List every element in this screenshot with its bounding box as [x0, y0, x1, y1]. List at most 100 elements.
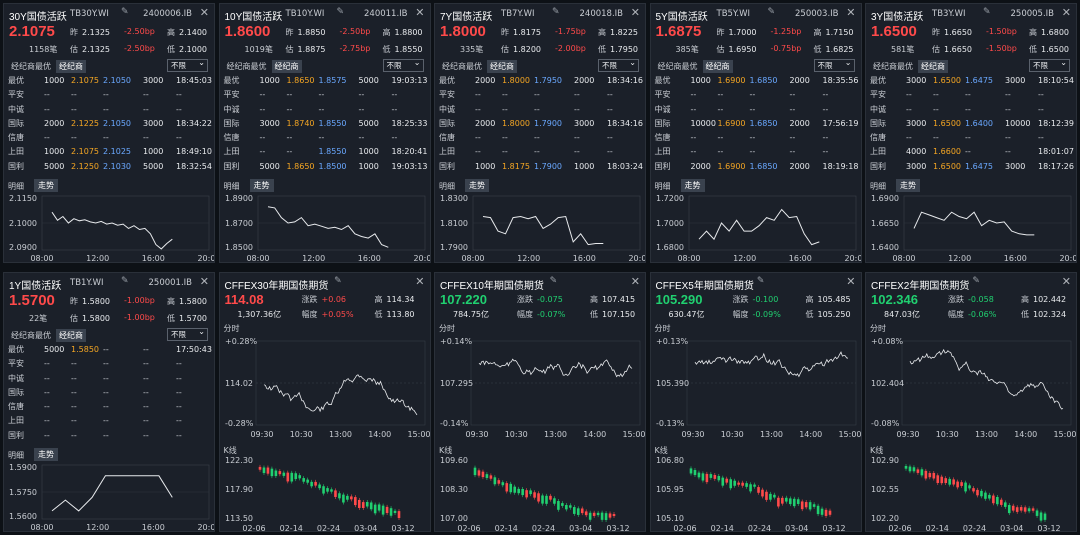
- filter-select[interactable]: 不限: [1029, 57, 1070, 72]
- table-row[interactable]: 最优 5000 1.5850 -- -- 17:50:43: [8, 343, 212, 357]
- table-row[interactable]: 国际 3000 1.8740 1.8550 5000 18:25:33: [224, 117, 428, 131]
- table-row[interactable]: 中诚 -- -- -- -- --: [224, 103, 428, 117]
- table-row[interactable]: 平安 -- -- -- -- --: [224, 88, 428, 102]
- table-row[interactable]: 最优 1000 1.8650 1.8575 5000 19:03:13: [224, 74, 428, 88]
- table-row[interactable]: 国利 3000 1.6500 1.6475 3000 18:17:26: [870, 160, 1074, 174]
- table-row[interactable]: 国际 10000 1.6900 1.6850 2000 17:56:19: [655, 117, 859, 131]
- tab-broker[interactable]: 经纪商: [487, 60, 517, 73]
- table-row[interactable]: 最优 2000 1.8000 1.7950 2000 18:34:16: [439, 74, 643, 88]
- tab-best[interactable]: 经纪商最优: [873, 62, 913, 71]
- table-row[interactable]: 平安 -- -- -- -- --: [870, 88, 1074, 102]
- table-row[interactable]: 上田 4000 1.6600 -- -- 18:01:07: [870, 145, 1074, 159]
- trend-tab[interactable]: 走势: [896, 179, 920, 192]
- price-line: [51, 211, 173, 250]
- table-row[interactable]: 国际 2000 2.1225 2.1050 3000 18:34:22: [8, 117, 212, 131]
- tab-best[interactable]: 经纪商最优: [11, 331, 51, 340]
- trend-tab[interactable]: 走势: [34, 448, 58, 461]
- tab-best[interactable]: 经纪商最优: [11, 62, 51, 71]
- table-row[interactable]: 中诚 -- -- -- -- --: [655, 103, 859, 117]
- candle-body: [293, 473, 297, 480]
- trend-tab[interactable]: 走势: [465, 179, 489, 192]
- close-icon[interactable]: ✕: [1061, 275, 1071, 288]
- edit-icon[interactable]: ✎: [121, 7, 129, 17]
- table-row[interactable]: 平安 -- -- -- -- --: [8, 357, 212, 371]
- table-row[interactable]: 国际 3000 1.6500 1.6400 10000 18:12:39: [870, 117, 1074, 131]
- table-row[interactable]: 最优 3000 1.6500 1.6475 3000 18:10:54: [870, 74, 1074, 88]
- table-row[interactable]: 上田 -- -- -- -- --: [8, 414, 212, 428]
- close-icon[interactable]: ✕: [415, 6, 425, 19]
- filter-select[interactable]: 不限: [382, 57, 424, 72]
- table-row[interactable]: 国利 1000 1.8175 1.7900 1000 18:03:24: [439, 160, 643, 174]
- trend-tab[interactable]: 走势: [249, 179, 274, 192]
- filter-select[interactable]: 不限: [813, 57, 855, 72]
- close-icon[interactable]: ✕: [199, 275, 209, 288]
- tab-broker[interactable]: 经纪商: [271, 60, 302, 73]
- table-row[interactable]: 信唐 -- -- -- -- --: [8, 131, 212, 145]
- edit-icon[interactable]: ✎: [121, 276, 129, 286]
- trend-tab[interactable]: 走势: [34, 179, 58, 192]
- table-row[interactable]: 平安 -- -- -- -- --: [8, 88, 212, 102]
- table-row[interactable]: 中诚 -- -- -- -- --: [8, 372, 212, 386]
- table-row[interactable]: 中诚 -- -- -- -- --: [870, 103, 1074, 117]
- edit-icon[interactable]: ✎: [983, 7, 991, 17]
- table-row[interactable]: 国际 -- -- -- -- --: [8, 386, 212, 400]
- close-icon[interactable]: ✕: [1061, 6, 1071, 19]
- edit-icon[interactable]: ✎: [549, 276, 558, 286]
- table-cell: --: [318, 90, 325, 100]
- table-row[interactable]: 上田 -- -- 1.8550 1000 18:20:41: [224, 145, 428, 159]
- futures-panel[interactable]: CFFEX30年期国债期货 ✎ ✕ 114.08 1,307.36亿 涨跌 +0.06 高 11…: [218, 272, 431, 532]
- bond-panel[interactable]: 10Y国债活跃 TB10Y.WI ✎ 240011.IB ✕ 1.8600 1019笔昨 1.…: [218, 3, 431, 263]
- table-row[interactable]: 信唐 -- -- -- -- --: [439, 131, 643, 145]
- table-row[interactable]: 信唐 -- -- -- -- --: [224, 131, 428, 145]
- table-row[interactable]: 平安 -- -- -- -- --: [439, 88, 643, 102]
- futures-panel[interactable]: CFFEX5年期国债期货 ✎ ✕ 105.290 630.47亿 涨跌 -0.100 高 105…: [649, 272, 862, 532]
- tab-broker[interactable]: 经纪商: [56, 329, 86, 342]
- table-row[interactable]: 国际 2000 1.8000 1.7900 3000 18:34:16: [439, 117, 643, 131]
- table-row[interactable]: 国利 -- -- -- -- --: [8, 429, 212, 443]
- tab-broker[interactable]: 经纪商: [918, 60, 948, 73]
- edit-icon[interactable]: ✎: [336, 7, 345, 17]
- bond-panel[interactable]: 3Y国债活跃 TB3Y.WI ✎ 250005.IB ✕ 1.6500 581笔 昨 1.665…: [865, 3, 1077, 263]
- close-icon[interactable]: ✕: [415, 275, 425, 288]
- table-row[interactable]: 信唐 -- -- -- -- --: [655, 131, 859, 145]
- table-row[interactable]: 上田 1000 2.1075 2.1025 1000 18:49:10: [8, 145, 212, 159]
- filter-select[interactable]: 不限: [167, 57, 208, 72]
- close-icon[interactable]: ✕: [199, 6, 209, 19]
- table-row[interactable]: 国利 2000 1.6900 1.6850 2000 18:19:18: [655, 160, 859, 174]
- futures-panel[interactable]: CFFEX2年期国债期货 ✎ ✕ 102.346 847.03亿 涨跌 -0.058 高 102…: [865, 272, 1077, 532]
- table-row[interactable]: 最优 1000 2.1075 2.1050 3000 18:45:03: [8, 74, 212, 88]
- table-row[interactable]: 上田 -- -- -- -- --: [655, 145, 859, 159]
- futures-panel[interactable]: CFFEX10年期国债期货 ✎ ✕ 107.220 784.75亿 涨跌 -0.075 高 10…: [434, 272, 646, 532]
- edit-icon[interactable]: ✎: [552, 7, 560, 17]
- table-row[interactable]: 平安 -- -- -- -- --: [655, 88, 859, 102]
- tab-best[interactable]: 经纪商最优: [657, 62, 698, 71]
- tab-broker[interactable]: 经纪商: [56, 60, 86, 73]
- edit-icon[interactable]: ✎: [756, 276, 765, 286]
- table-row[interactable]: 最优 1000 1.6900 1.6850 2000 18:35:56: [655, 74, 859, 88]
- table-row[interactable]: 国利 5000 1.8650 1.8500 1000 19:03:13: [224, 160, 428, 174]
- table-row[interactable]: 上田 -- -- -- -- --: [439, 145, 643, 159]
- filter-select[interactable]: 不限: [167, 326, 208, 341]
- table-row[interactable]: 国利 5000 2.1250 2.1030 5000 18:32:54: [8, 160, 212, 174]
- tab-broker[interactable]: 经纪商: [702, 60, 733, 73]
- table-row[interactable]: 信唐 -- -- -- -- --: [870, 131, 1074, 145]
- filter-select[interactable]: 不限: [598, 57, 639, 72]
- trend-tab[interactable]: 走势: [680, 179, 705, 192]
- tab-best[interactable]: 经纪商最优: [442, 62, 482, 71]
- bond-panel[interactable]: 5Y国债活跃 TB5Y.WI ✎ 250003.IB ✕ 1.6875 385笔昨 1.700…: [649, 3, 862, 263]
- table-row[interactable]: 中诚 -- -- -- -- --: [439, 103, 643, 117]
- close-icon[interactable]: ✕: [846, 275, 856, 288]
- bond-panel[interactable]: 30Y国债活跃 TB30Y.WI ✎ 2400006.IB ✕ 2.1075 1158笔昨 2…: [3, 3, 215, 263]
- tab-best[interactable]: 经纪商最优: [226, 62, 267, 71]
- close-icon[interactable]: ✕: [630, 6, 640, 19]
- bond-panel[interactable]: 7Y国债活跃 TB7Y.WI ✎ 240018.IB ✕ 1.8000 335笔 昨 1.817…: [434, 3, 646, 263]
- close-icon[interactable]: ✕: [846, 6, 856, 19]
- table-row[interactable]: 中诚 -- -- -- -- --: [8, 103, 212, 117]
- table-row[interactable]: 信唐 -- -- -- -- --: [8, 400, 212, 414]
- bond-panel[interactable]: 1Y国债活跃 TB1Y.WI ✎ 250001.IB ✕ 1.5700 22笔 昨 1.5800…: [3, 272, 215, 532]
- x-tick-label: 13:00: [759, 430, 782, 439]
- edit-icon[interactable]: ✎: [972, 276, 980, 286]
- edit-icon[interactable]: ✎: [767, 7, 776, 17]
- close-icon[interactable]: ✕: [630, 275, 640, 288]
- edit-icon[interactable]: ✎: [334, 276, 342, 286]
